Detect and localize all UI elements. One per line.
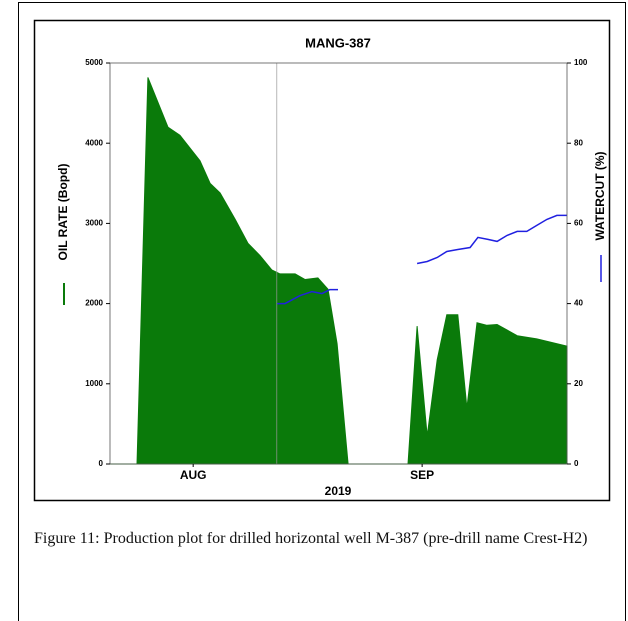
x-tick-label: AUG	[180, 468, 207, 482]
y2-tick-label: 80	[574, 138, 583, 147]
y2-tick-label: 20	[574, 379, 583, 388]
y-tick-label: 1000	[85, 379, 103, 388]
x-axis-label: 2019	[325, 484, 352, 498]
y2-axis-label: WATERCUT (%)	[593, 151, 607, 240]
line	[416, 214, 567, 265]
y-tick-label: 5000	[85, 58, 103, 67]
y2-tick-label: 40	[574, 299, 583, 308]
y-tick-label: 4000	[85, 138, 103, 147]
area	[110, 77, 568, 465]
y2-tick-label: 100	[574, 58, 588, 67]
y-tick-label: 2000	[85, 299, 103, 308]
line	[276, 288, 338, 305]
y2-tick-label: 0	[574, 459, 579, 468]
caption: Figure 11: Production plot for drilled h…	[34, 530, 588, 547]
chart-title: MANG-387	[305, 35, 371, 50]
x-tick-label: SEP	[410, 468, 434, 482]
y2-tick-label: 60	[574, 219, 583, 228]
y-tick-label: 0	[99, 459, 104, 468]
plot-area	[109, 62, 568, 465]
y-axis-label: OIL RATE (Bopd)	[56, 164, 70, 261]
y-tick-label: 3000	[85, 219, 103, 228]
figure-box	[33, 19, 611, 502]
